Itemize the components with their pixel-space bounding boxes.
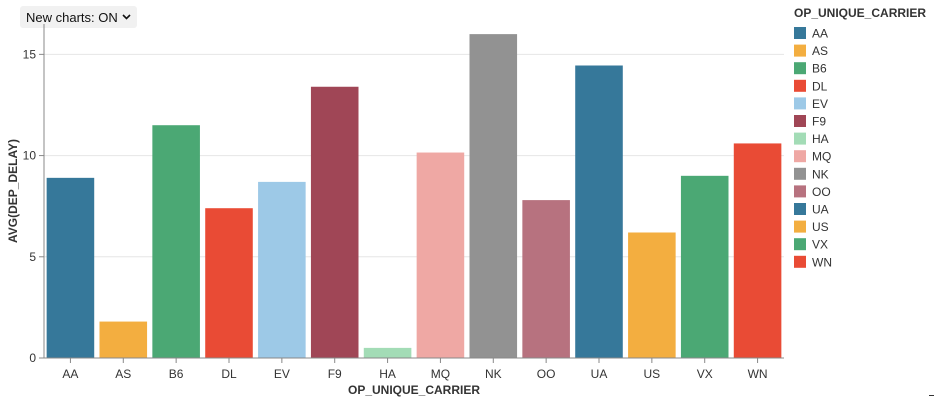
legend-label: F9	[812, 115, 826, 129]
legend-entry-wn[interactable]: WN	[794, 255, 832, 269]
legend-swatch	[794, 132, 806, 145]
legend-label: OO	[812, 185, 831, 199]
bar-us[interactable]	[628, 232, 676, 358]
y-tick-label: 5	[29, 250, 36, 264]
bar-f9[interactable]	[310, 86, 359, 358]
new-charts-toggle-label: New charts: ON	[26, 9, 118, 25]
bar-mq[interactable]	[416, 152, 465, 358]
legend-entry-oo[interactable]: OO	[794, 185, 831, 199]
legend-entry-as[interactable]: AS	[794, 44, 828, 58]
x-axis-title: OP_UNIQUE_CARRIER	[348, 383, 480, 397]
x-tick-label-vx: VX	[697, 367, 713, 381]
legend-entry-us[interactable]: US	[794, 220, 829, 234]
legend-label: HA	[812, 132, 829, 146]
legend-title: OP_UNIQUE_CARRIER	[794, 6, 926, 20]
legend-swatch	[794, 79, 806, 92]
legend-label: NK	[812, 167, 829, 181]
x-tick-label-wn: WN	[748, 367, 768, 381]
legend-swatch	[794, 255, 806, 268]
x-tick-label-oo: OO	[537, 367, 556, 381]
x-tick-label-aa: AA	[62, 367, 78, 381]
legend-swatch	[794, 150, 806, 163]
legend-swatch	[794, 97, 806, 110]
y-tick-label: 10	[23, 149, 37, 163]
bar-ha[interactable]	[363, 347, 412, 358]
legend-swatch	[794, 44, 806, 57]
legend-swatch	[794, 27, 806, 39]
x-axis: AA AS B6 DL EV F9 HA MQ NK OO UA US VX WN OP_UNIQUE_CA…	[44, 357, 784, 397]
x-tick-label-ha: HA	[379, 367, 396, 381]
legend-label: DL	[812, 79, 828, 93]
bar-b6[interactable]	[152, 125, 200, 358]
x-tick-label-ev: EV	[274, 367, 290, 381]
bar-nk[interactable]	[469, 34, 518, 358]
y-axis: 0 5 10 15 AVG(DEP_DELAY)	[6, 24, 45, 365]
legend-swatch	[794, 62, 806, 75]
legend-label: AS	[812, 44, 828, 58]
y-tick-label: 0	[29, 351, 36, 365]
bar-aa[interactable]	[46, 177, 95, 358]
legend-label: MQ	[812, 150, 831, 164]
bar-as[interactable]	[99, 321, 148, 358]
x-tick-label-ua: UA	[591, 367, 608, 381]
legend-entry-nk[interactable]: NK	[794, 167, 829, 181]
x-tick-label-as: AS	[115, 367, 131, 381]
x-tick-label-f9: F9	[328, 367, 342, 381]
legend-label: WN	[812, 255, 832, 269]
y-axis-title: AVG(DEP_DELAY)	[6, 139, 20, 243]
bar-ua[interactable]	[575, 65, 623, 358]
legend-label: EV	[812, 97, 828, 111]
x-tick-label-nk: NK	[485, 367, 502, 381]
legend-entry-f9[interactable]: F9	[794, 115, 826, 129]
chevron-down-icon	[122, 14, 131, 20]
x-tick-label-b6: B6	[169, 367, 184, 381]
legend-label: B6	[812, 62, 827, 76]
legend-label: UA	[812, 203, 829, 217]
legend-swatch	[794, 167, 806, 180]
bar-dl[interactable]	[205, 208, 253, 358]
legend-entry-dl[interactable]: DL	[794, 79, 828, 93]
legend-entry-mq[interactable]: MQ	[794, 150, 831, 164]
bar-wn[interactable]	[733, 143, 782, 358]
legend-entry-ua[interactable]: UA	[794, 203, 829, 217]
legend-swatch	[794, 238, 806, 251]
bar-oo[interactable]	[522, 200, 570, 358]
x-tick-label-mq: MQ	[431, 367, 450, 381]
legend-swatch	[794, 115, 806, 127]
legend-entry-vx[interactable]: VX	[794, 238, 828, 252]
legend: OP_UNIQUE_CARRIER AA AS B6 DL EV F9 HA MQ NK OO UA U…	[794, 6, 926, 269]
legend-label: AA	[812, 27, 828, 41]
bar-vx[interactable]	[680, 175, 729, 358]
legend-label: VX	[812, 238, 828, 252]
legend-swatch	[794, 185, 806, 198]
legend-swatch	[794, 220, 806, 233]
legend-swatch	[794, 203, 806, 215]
legend-label: US	[812, 220, 829, 234]
legend-entry-ha[interactable]: HA	[794, 132, 829, 146]
legend-entry-ev[interactable]: EV	[794, 97, 828, 111]
x-tick-label-dl: DL	[221, 367, 237, 381]
x-tick-label-us: US	[644, 367, 661, 381]
new-charts-toggle[interactable]: New charts: ON	[20, 6, 137, 28]
bars	[46, 34, 782, 358]
legend-entry-b6[interactable]: B6	[794, 62, 827, 76]
corner-mark	[929, 395, 934, 396]
bar-ev[interactable]	[258, 181, 306, 358]
y-tick-label: 15	[23, 47, 37, 61]
legend-entry-aa[interactable]: AA	[794, 27, 828, 41]
